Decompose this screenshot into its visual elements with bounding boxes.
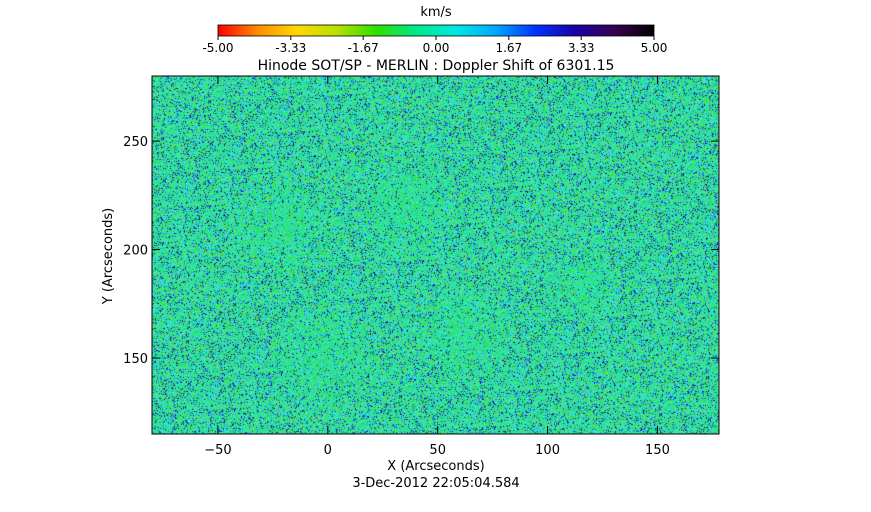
colorbar-tick-label: 3.33 bbox=[568, 41, 595, 55]
colorbar-ticks: -5.00 -3.33 -1.67 0.00 1.67 3.33 5.00 bbox=[202, 36, 667, 55]
x-axis-label: X (Arcseconds) bbox=[387, 459, 484, 474]
colorbar-tick-label: -5.00 bbox=[202, 41, 233, 55]
colorbar-tick-label: 1.67 bbox=[495, 41, 522, 55]
y-tick-label: 200 bbox=[123, 244, 148, 259]
plot-area: −50 0 50 100 150 150 200 250 bbox=[123, 75, 720, 458]
x-axis-ticks: −50 0 50 100 150 bbox=[204, 76, 670, 458]
colorbar-tick-label: -1.67 bbox=[348, 41, 379, 55]
doppler-heatmap bbox=[152, 76, 719, 434]
colorbar-label: km/s bbox=[420, 5, 452, 20]
y-tick-label: 250 bbox=[123, 135, 148, 150]
timestamp: 3-Dec-2012 22:05:04.584 bbox=[352, 476, 519, 491]
colorbar-tick-label: 0.00 bbox=[423, 41, 450, 55]
x-tick-label: 50 bbox=[429, 443, 446, 458]
y-axis-label: Y (Arcseconds) bbox=[101, 208, 116, 305]
colorbar-tick-label: 5.00 bbox=[641, 41, 668, 55]
x-tick-label: 0 bbox=[324, 443, 332, 458]
x-tick-label: −50 bbox=[204, 443, 231, 458]
chart-title: Hinode SOT/SP - MERLIN : Doppler Shift o… bbox=[258, 58, 615, 74]
colorbar-gradient bbox=[217, 24, 655, 37]
x-tick-label: 100 bbox=[535, 443, 560, 458]
y-tick-label: 150 bbox=[123, 352, 148, 367]
colorbar-tick-label: -3.33 bbox=[275, 41, 306, 55]
x-tick-label: 150 bbox=[645, 443, 670, 458]
plot-frame bbox=[151, 75, 720, 435]
colorbar: km/s -5.00 -3.33 -1.67 0.00 1.67 3.33 5.00 bbox=[202, 5, 667, 55]
y-axis-ticks: 150 200 250 bbox=[123, 135, 719, 367]
